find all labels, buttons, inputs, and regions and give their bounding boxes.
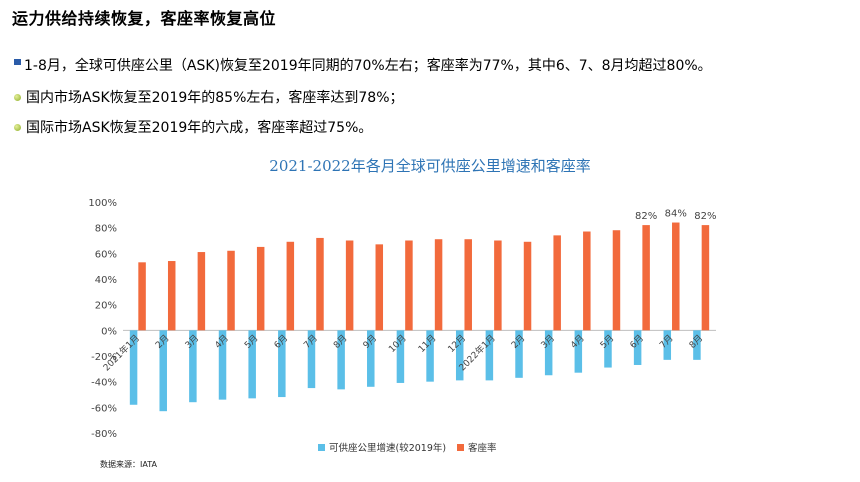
ask-growth-bar [485,330,494,381]
load-factor-bar [227,250,235,331]
load-factor-bar [375,244,384,331]
ask-growth-bar [367,330,375,387]
x-tick-label: 4月 [568,333,586,351]
x-tick-label: 2月 [509,333,527,351]
y-tick-label: 40% [95,275,117,286]
bullet-international-text: 国际市场ASK恢复至2019年的六成，客座率超过75%。 [26,120,373,136]
x-tick-label: 6月 [272,333,290,351]
x-tick-label: 3月 [539,333,557,351]
load-factor-bar [464,239,472,331]
ask-growth-bar [129,330,138,405]
round-bullet-icon [14,94,21,101]
x-tick-label: 3月 [183,333,201,351]
x-tick-label: 9月 [361,333,379,351]
y-tick-label: -60% [91,403,117,414]
ask-growth-bar [574,330,583,373]
load-factor-bar [701,225,710,331]
y-tick-label: 0% [101,326,117,337]
round-bullet-icon [14,124,21,131]
x-tick-label: 5月 [598,333,616,351]
load-factor-bar [197,252,206,331]
load-factor-bar [138,262,146,331]
y-tick-label: -80% [91,429,117,440]
y-tick-label: -20% [91,352,117,363]
load-factor-bar [672,222,680,331]
ask-growth-bar [278,330,286,398]
x-tick-label: 4月 [213,333,231,351]
load-factor-bar [523,241,532,331]
ask-growth-bar [544,330,553,376]
ask-growth-bar [307,330,316,389]
x-tick-label: 6月 [628,333,646,351]
data-source: 数据来源：IATA [100,460,157,469]
ask-growth-bar [663,330,672,360]
load-factor-bar [612,230,621,331]
load-factor-bar [494,240,502,331]
load-factor-bar [256,246,265,331]
load-factor-bar [583,231,591,331]
ask-growth-bar [604,330,612,368]
ask-growth-bar [159,330,167,412]
load-factor-bar [167,261,176,331]
ask-growth-bar [426,330,434,382]
data-label: 82% [694,211,716,222]
data-label: 84% [665,209,687,220]
bullet-global: 1-8月，全球可供座公里（ASK)恢复至2019年同期的70%左右；客座率为77… [14,55,712,75]
flag-bullet-icon [14,59,21,65]
bullet-domestic-text: 国内市场ASK恢复至2019年的85%左右，客座率达到78%； [26,90,404,106]
ask-growth-bar [515,330,523,378]
x-tick-label: 5月 [242,333,260,351]
bullet-domestic: 国内市场ASK恢复至2019年的85%左右，客座率达到78%； [14,87,404,107]
legend-label-load-factor: 客座率 [468,442,497,454]
legend-swatch-load-factor [457,444,464,451]
y-tick-label: 80% [95,224,117,235]
load-factor-bar [553,235,561,331]
chart-title: 2021-2022年各月全球可供座公里增速和客座率 [269,157,591,175]
load-factor-bar [316,237,324,331]
ask-growth-bar [337,330,345,390]
ask-growth-bar [218,330,227,400]
slide-title: 运力供给持续恢复，客座率恢复高位 [12,9,277,28]
y-tick-label: -40% [91,378,117,389]
load-factor-bar [405,240,413,331]
load-factor-bar [434,239,443,331]
ask-growth-bar [396,330,405,383]
ask-growth-bar [693,330,701,360]
x-tick-label: 8月 [687,333,705,351]
x-tick-label: 8月 [331,333,349,351]
ask-growth-bar [248,330,256,399]
y-tick-label: 20% [95,301,117,312]
ask-growth-bar [189,330,197,403]
data-label: 82% [635,211,657,222]
bullet-global-text: 1-8月，全球可供座公里（ASK)恢复至2019年同期的70%左右；客座率为77… [24,58,712,74]
ask-growth-bar [455,330,464,381]
bullet-international: 国际市场ASK恢复至2019年的六成，客座率超过75%。 [14,117,372,137]
x-tick-label: 7月 [302,333,320,351]
x-tick-label: 2月 [153,333,171,351]
load-factor-bar [642,225,650,331]
legend-label-ask: 可供座公里增速(较2019年) [329,442,446,454]
x-tick-label: 7月 [657,333,675,351]
load-factor-bar [345,240,354,331]
y-tick-label: 100% [88,198,117,209]
ask-growth-bar [633,330,642,365]
legend-swatch-ask [318,444,325,451]
y-tick-label: 60% [95,249,117,260]
load-factor-bar [286,241,295,331]
